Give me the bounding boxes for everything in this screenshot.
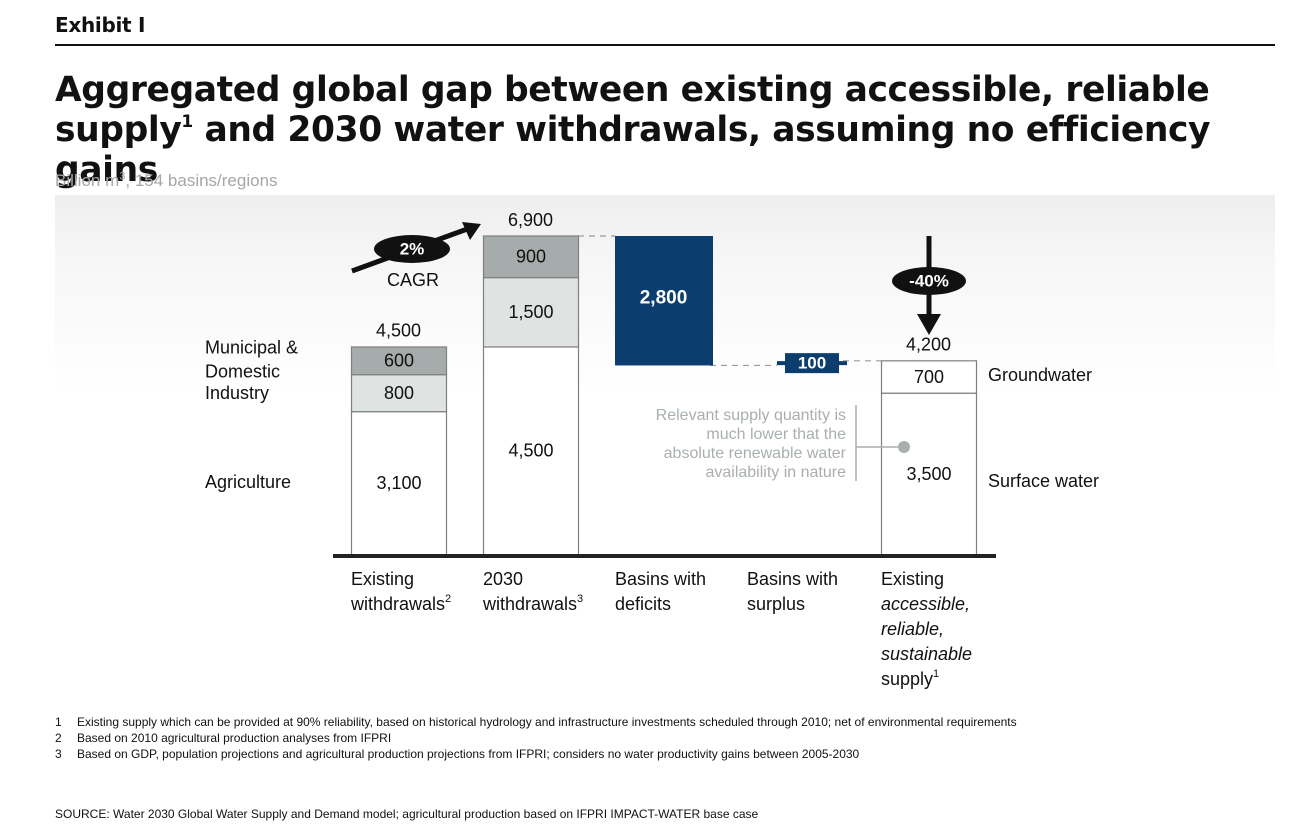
- reduction-badge-label: -40%: [909, 271, 949, 290]
- category-label-line: Basins with: [747, 569, 838, 589]
- chart-subtitle: Billion m3, 154 basins/regions: [55, 171, 278, 191]
- footnotes: 1 Existing supply which can be provided a…: [55, 714, 1255, 762]
- bar-total-label: 4,200: [906, 335, 951, 355]
- category-label-line: 2030: [483, 569, 523, 589]
- category-label-line: Existing: [881, 569, 944, 589]
- subtitle-scope: , 154 basins/regions: [125, 171, 278, 190]
- footnote-2: 2 Based on 2010 agricultural production a…: [55, 730, 1255, 746]
- category-label-line: Existing: [351, 569, 414, 589]
- reduction-badge: [892, 267, 966, 295]
- bar-segment: [350, 411, 448, 556]
- segment-label: Municipal &: [205, 338, 298, 358]
- category-label-line: Basins with: [615, 569, 706, 589]
- segment-label: Domestic: [205, 362, 280, 382]
- bar-segment: [880, 360, 978, 394]
- category-label: Basins with deficits: [615, 569, 706, 614]
- bar-value-label: 4,500: [508, 441, 553, 461]
- exhibit-divider: [55, 44, 1275, 46]
- footnote-text: Based on 2010 agricultural production an…: [77, 731, 392, 745]
- category-label-line: withdrawals: [482, 594, 577, 614]
- segment-label: Groundwater: [988, 365, 1092, 385]
- segment-label: Surface water: [988, 471, 1099, 491]
- title-line-2a: supply: [55, 110, 182, 150]
- growth-badge-label: 2%: [400, 239, 425, 258]
- growth-label: CAGR: [387, 270, 439, 290]
- title-footnote-mark: 1: [181, 111, 193, 132]
- category-label-line: reliable,: [881, 619, 944, 639]
- bar-total-label: 4,500: [376, 321, 421, 341]
- footnote-number: 1: [55, 715, 62, 729]
- bar-value-label: 800: [384, 383, 414, 403]
- bar-deficit: [615, 236, 713, 366]
- bar-value-label: 3,500: [906, 464, 951, 484]
- category-label-line: sustainable: [881, 644, 972, 664]
- growth-badge: [374, 235, 450, 263]
- category-label-line: supply: [881, 669, 933, 689]
- category-label: Existing accessible, reliable, sustainable s…: [881, 569, 972, 689]
- bar-segment: [350, 346, 448, 376]
- page-title: Aggregated global gap between existing a…: [55, 70, 1285, 190]
- segment-label: Agriculture: [205, 472, 291, 492]
- reduction-arrowhead: [917, 314, 941, 335]
- footnote-mark: 1: [933, 668, 939, 680]
- note-text: Relevant supply quantity is: [656, 407, 846, 424]
- footnote-1: 1 Existing supply which can be provided a…: [55, 714, 1255, 730]
- footnote-text: Existing supply which can be provided at…: [77, 715, 1017, 729]
- note-leader-dot: [898, 441, 910, 453]
- note-text: availability in nature: [705, 464, 846, 481]
- title-line-2b: and 2030 water withdrawals, assuming no …: [55, 110, 1211, 190]
- bar-segment: [880, 392, 978, 556]
- footnote-mark: 3: [577, 593, 583, 605]
- footnote-number: 2: [55, 731, 62, 745]
- x-axis-line: [333, 554, 996, 558]
- category-label-line: deficits: [615, 594, 671, 614]
- note-text: absolute renewable water: [664, 445, 847, 462]
- bar-total-label: 6,900: [508, 210, 553, 230]
- footnote-number: 3: [55, 747, 62, 761]
- source-note: SOURCE: Water 2030 Global Water Supply a…: [55, 807, 759, 821]
- footnote-mark: 2: [445, 593, 451, 605]
- bar-value-label: 100: [798, 354, 826, 373]
- segment-label: Industry: [205, 383, 269, 403]
- bar-value-label: 3,100: [376, 473, 421, 493]
- bar-value-label: 600: [384, 351, 414, 371]
- bar-value-label: 900: [516, 247, 546, 267]
- title-line-1: Aggregated global gap between existing a…: [55, 70, 1210, 110]
- category-label-line: withdrawals: [350, 594, 445, 614]
- bar-surplus: [785, 353, 839, 374]
- footnote-text: Based on GDP, population projections and…: [77, 747, 860, 761]
- note-text: much lower that the: [706, 426, 846, 443]
- category-label-line: surplus: [747, 594, 805, 614]
- category-label: Existing withdrawals2: [350, 569, 451, 614]
- bar-segment: [482, 235, 580, 279]
- bar-value-label: 2,800: [640, 288, 688, 309]
- bar-value-label: 1,500: [508, 302, 553, 322]
- category-label-line: accessible,: [881, 594, 970, 614]
- subtitle-unit: Billion m: [55, 171, 120, 190]
- growth-arrowhead: [462, 222, 481, 240]
- bar-segment: [482, 277, 580, 348]
- exhibit-label: Exhibit I: [55, 13, 146, 37]
- category-label: Basins with surplus: [747, 569, 838, 614]
- bar-value-label: 700: [914, 367, 944, 387]
- bar-segment: [482, 346, 580, 556]
- category-label: 2030 withdrawals3: [482, 569, 583, 614]
- footnote-3: 3 Based on GDP, population projections an…: [55, 746, 1255, 762]
- subtitle-unit-exponent: 3: [119, 170, 126, 183]
